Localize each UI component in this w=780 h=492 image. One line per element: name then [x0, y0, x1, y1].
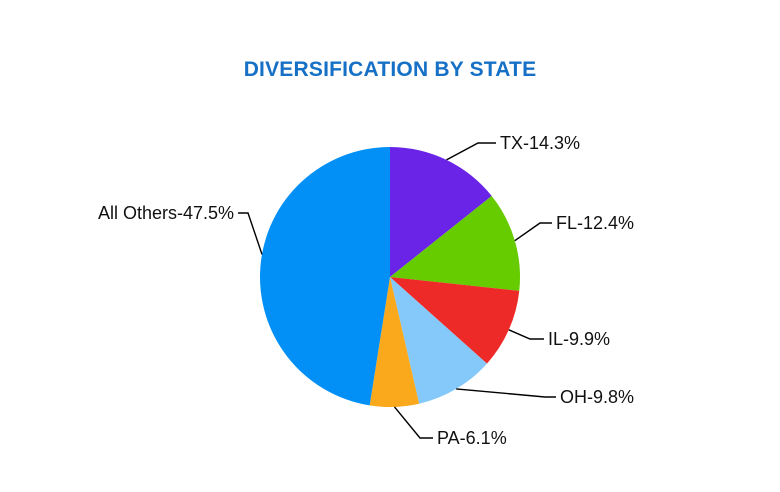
slice-label-pa: PA-6.1% [437, 428, 507, 448]
leader-line-il [508, 329, 544, 340]
leader-line-tx [446, 142, 496, 161]
slice-label-tx: TX-14.3% [500, 133, 580, 153]
pie-slice-all-others [259, 147, 390, 406]
slice-label-oh: OH-9.8% [560, 387, 634, 407]
pie-slice-il [390, 277, 520, 364]
leader-line-all-others [238, 212, 263, 255]
leader-line-fl [514, 222, 552, 242]
slice-labels: TX-14.3% FL-12.4% IL-9.9% OH-9.8% PA-6.1% All… [98, 133, 634, 448]
slice-label-all-others: All Others-47.5% [98, 203, 234, 223]
pie-slice-pa [369, 277, 420, 408]
label-leader-lines [238, 142, 556, 439]
slice-label-il: IL-9.9% [548, 329, 610, 349]
leader-line-pa [393, 406, 433, 439]
chart-title: DIVERSIFICATION BY STATE [243, 58, 537, 81]
pie-slices [259, 147, 521, 408]
pie-slice-fl [390, 196, 521, 291]
pie-slice-tx [390, 147, 492, 277]
leader-line-oh [456, 388, 556, 398]
slice-label-fl: FL-12.4% [556, 213, 634, 233]
pie-slice-oh [390, 277, 487, 404]
